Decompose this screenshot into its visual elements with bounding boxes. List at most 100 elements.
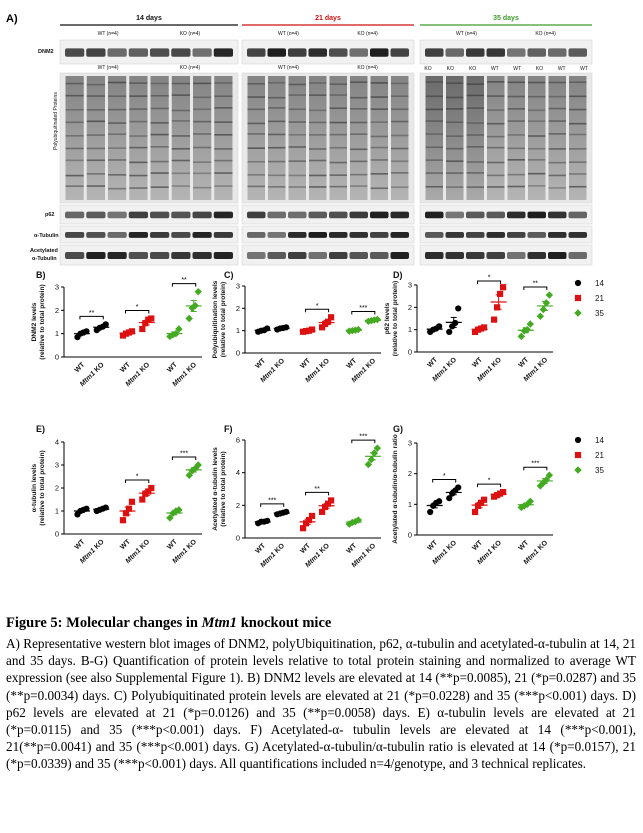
figure-caption: Figure 5: Molecular changes in Mtm1 knoc… [6,614,636,773]
panel-label: E) [36,424,45,434]
smear-band [487,135,505,138]
band [527,231,546,238]
smear-band [247,160,265,163]
blot-bg-1-1 [241,72,415,204]
blot-bg-0-1 [59,72,239,204]
data-point-35-wt [354,325,362,334]
smear-band [86,120,105,123]
band [288,252,307,259]
band [128,231,148,238]
band [370,231,389,238]
smear-lane [309,76,327,200]
smear-band [193,82,212,85]
band [390,252,409,259]
significance-bracket [124,310,150,314]
figure-5: A) 14 days WT (n=4) WT (n=4) KO (n=4) KO (n=… [6,13,604,569]
smear-band [108,187,127,190]
band [308,48,327,57]
smear-band [247,122,265,125]
data-point-21-wt [299,525,307,532]
y-tick-label: 1 [408,325,412,334]
smear-band [129,146,148,149]
band [466,252,485,259]
smear-band [548,95,566,98]
smear-band [309,94,327,96]
chart-g: G) 0 1 2 3 Acetylated α-tubulin/α-tubulin rat… [392,424,554,566]
smear-band [329,107,347,110]
smear-band [247,96,265,98]
x-tick-suffix: KO [272,357,286,371]
blot-bg-0-4 [59,244,239,266]
significance-bracket [124,479,150,483]
smear-band [65,94,84,97]
y-tick-label: 3 [236,282,240,291]
x-tick-suffix: KO [317,542,331,556]
smear-band [466,134,484,136]
smear-band [569,173,587,175]
smear-band [569,133,587,136]
smear-band [487,122,505,125]
smear-band [446,172,464,174]
band [65,252,85,259]
y-axis-label: Acetylated α-tubulin/α-tubulin ratio [392,434,399,544]
smear-band [247,108,265,111]
x-tick-suffix: KO [92,361,106,375]
band [107,252,127,259]
smear-lane [466,76,484,200]
data-point-35-ko [194,461,202,469]
data-point-21-wt [305,516,313,524]
band [466,211,485,219]
y-tick-label: 2 [236,501,240,510]
band [390,211,409,219]
smear-lane [425,76,443,200]
x-tick-suffix: KO [272,542,286,556]
smear-band [425,185,443,188]
data-point-14-wt [264,517,271,524]
smear-band [548,107,566,110]
smear-band [288,160,306,162]
data-point-21-ko [325,318,332,325]
smear-band [507,185,525,188]
smear-band [129,161,148,164]
x-tick-suffix: KO [317,357,331,371]
smear-band [466,83,484,85]
lane-label-35-7: WT [580,66,588,72]
smear-band [446,135,464,137]
smear-band [370,121,388,123]
smear-band [425,81,443,83]
smear-band [288,121,306,123]
smear-band [150,82,169,85]
y-tick-label: 4 [55,438,59,447]
smear-band [466,161,484,163]
legend-label-35: 35 [595,309,604,318]
group-label-mid-0-1: KO (n=4) [180,65,201,71]
blot-bg-2-2 [419,204,593,225]
y-axis-label: DNM2 levels [31,302,38,341]
chart-e: E) 0 1 2 3 4 α-tubulin levels (relative to tota… [31,424,202,565]
band [568,48,587,57]
x-tick-suffix: KO [489,356,503,370]
legend-marker-21 [574,451,582,459]
smear-band [65,108,84,111]
smear-band [86,185,105,187]
row-label-acetyl-2: α-Tubulin [32,256,57,262]
significance-bracket [305,491,330,496]
data-point-35-ko [542,299,551,307]
band [86,211,106,219]
blot-bg-2-3 [419,225,593,244]
smear-band [150,172,169,174]
data-point-35-wt [526,320,534,328]
smear-band [466,172,484,174]
data-point-21-wt [308,512,316,520]
lane-label-35-4: WT [513,66,521,72]
data-point-21-ko [497,290,504,298]
band [308,252,327,259]
band [247,48,266,57]
smear-band [129,120,148,123]
row-label-acetyl-1: Acetylated [30,248,58,254]
smear-band [329,121,347,124]
x-tick-label: WT [518,356,531,369]
smear-band [247,147,265,150]
band [288,231,307,238]
smear-lane [350,76,368,200]
